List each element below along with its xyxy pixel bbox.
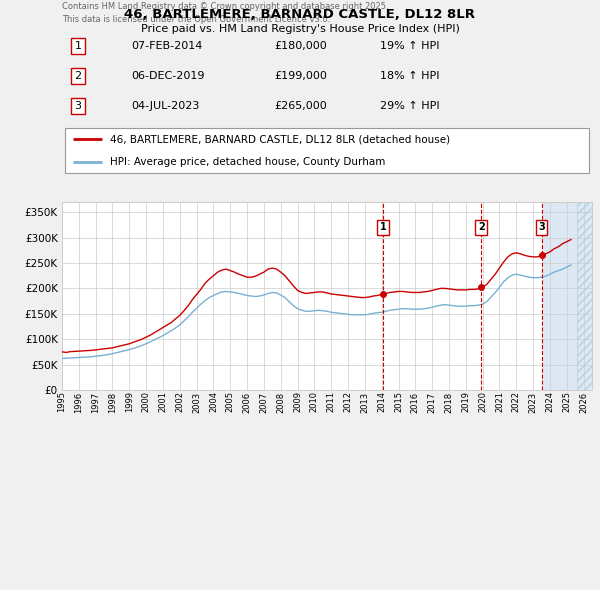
Text: £199,000: £199,000	[274, 71, 327, 81]
Text: 2: 2	[74, 71, 82, 81]
Bar	[577, 202, 592, 390]
Text: 2: 2	[478, 222, 485, 232]
Text: 3: 3	[74, 101, 82, 112]
Text: £180,000: £180,000	[274, 41, 327, 51]
Text: 29% ↑ HPI: 29% ↑ HPI	[380, 101, 440, 112]
Text: 46, BARTLEMERE, BARNARD CASTLE, DL12 8LR (detached house): 46, BARTLEMERE, BARNARD CASTLE, DL12 8LR…	[110, 135, 450, 144]
Text: 18% ↑ HPI: 18% ↑ HPI	[380, 71, 440, 81]
FancyBboxPatch shape	[65, 129, 589, 172]
Text: 07-FEB-2014: 07-FEB-2014	[131, 41, 202, 51]
Text: 04-JUL-2023: 04-JUL-2023	[131, 101, 199, 112]
Text: Price paid vs. HM Land Registry's House Price Index (HPI): Price paid vs. HM Land Registry's House …	[140, 24, 460, 34]
Text: 1: 1	[380, 222, 386, 232]
Bar	[543, 202, 592, 390]
Text: 19% ↑ HPI: 19% ↑ HPI	[380, 41, 440, 51]
Text: Contains HM Land Registry data © Crown copyright and database right 2025.
This d: Contains HM Land Registry data © Crown c…	[62, 2, 389, 24]
Text: HPI: Average price, detached house, County Durham: HPI: Average price, detached house, Coun…	[110, 157, 385, 167]
Text: 1: 1	[74, 41, 82, 51]
Text: 46, BARTLEMERE, BARNARD CASTLE, DL12 8LR: 46, BARTLEMERE, BARNARD CASTLE, DL12 8LR	[125, 8, 476, 21]
Text: £265,000: £265,000	[274, 101, 327, 112]
Text: 06-DEC-2019: 06-DEC-2019	[131, 71, 205, 81]
Text: 3: 3	[538, 222, 545, 232]
